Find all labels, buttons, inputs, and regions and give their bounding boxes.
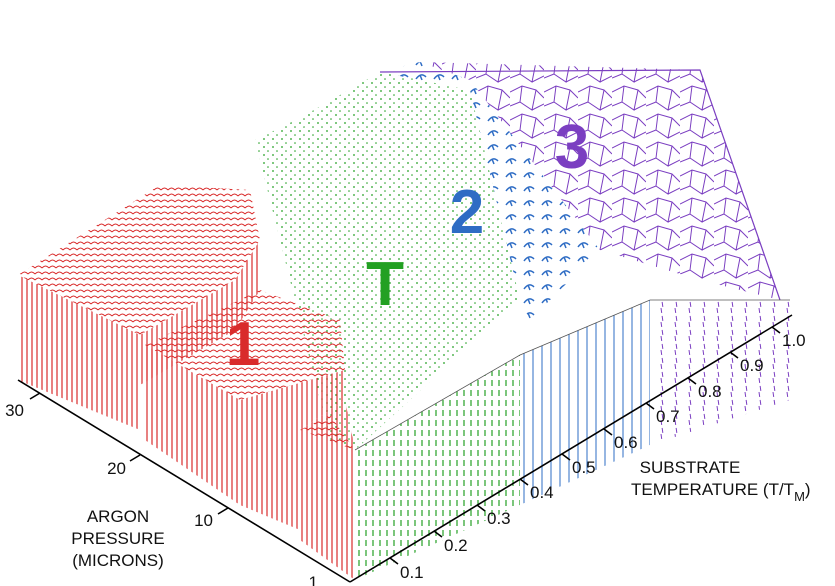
tick-label: 1.0 [782, 331, 806, 350]
tick-label: 0.2 [444, 536, 468, 555]
zone-label: 3 [555, 113, 589, 182]
axis-title: PRESSURE [71, 529, 165, 548]
tick-label: 0.1 [400, 563, 424, 582]
tick-label: 10 [194, 511, 213, 530]
tick-label: 20 [107, 459, 126, 478]
tick-label: 0.4 [530, 483, 554, 502]
zone-label: 2 [450, 178, 484, 247]
tick-label: 0.8 [698, 382, 722, 401]
tick-label: 0.6 [614, 433, 638, 452]
tick-label: 0.9 [740, 356, 764, 375]
structure-zone-diagram: 1 T 2 3 30 20 10 1 0.1 0.2 0.3 0.4 0.5 0… [0, 0, 835, 586]
tick-label: 1 [309, 573, 318, 586]
axis-title-text: TEMPERATURE (T/T [631, 480, 794, 499]
tick-label: 0.3 [487, 509, 511, 528]
axis-title-end: ) [805, 480, 811, 499]
axis-title: TEMPERATURE (T/TM) [631, 480, 811, 504]
page: {"zones": [ {"label": "1", "color": "#d9… [0, 0, 835, 586]
axis-title-subscript: M [794, 489, 805, 504]
zone-label: 1 [226, 310, 260, 379]
tick-label: 0.5 [572, 458, 596, 477]
axis-title: (MICRONS) [72, 551, 164, 570]
tick-label: 0.7 [656, 407, 680, 426]
tick-label: 30 [5, 401, 24, 420]
tick-mark [30, 393, 40, 399]
axis-title: ARGON [87, 507, 149, 526]
tick-mark [218, 508, 228, 514]
tick-mark [130, 455, 140, 461]
zone-label: T [366, 250, 404, 319]
axis-title: SUBSTRATE [640, 458, 741, 477]
